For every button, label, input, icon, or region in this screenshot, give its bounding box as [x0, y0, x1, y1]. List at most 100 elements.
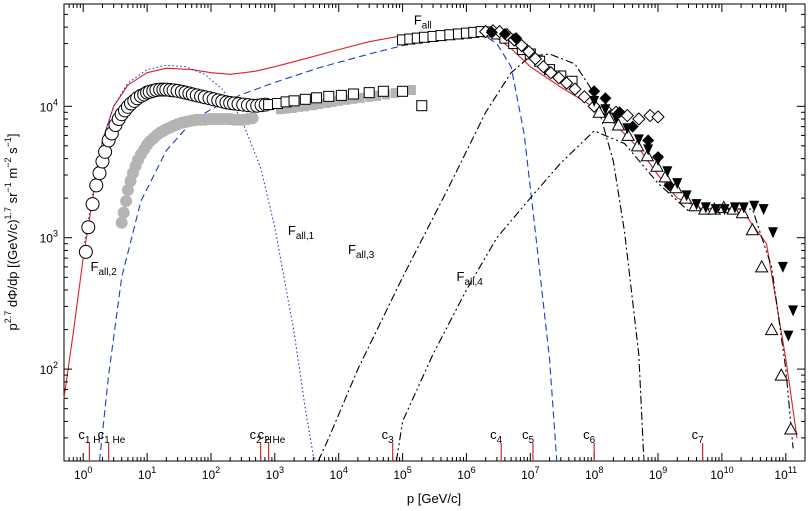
- gray-squares-point: [275, 104, 284, 115]
- label-f-all-4: Fall,4: [457, 269, 484, 288]
- cutoff-label: c2 He: [258, 427, 286, 446]
- filled-down-triangles-point: [788, 305, 799, 317]
- open-squares-low-point: [335, 89, 347, 101]
- open-diamonds-point: [544, 66, 558, 80]
- plot-frame: [63, 3, 806, 462]
- y-axis-label: p2.7 dΦ/dp [(GeV/c)1.7 sr−1 m−2 s−1]: [3, 133, 20, 330]
- filled-down-triangles-point: [611, 112, 622, 124]
- filled-diamonds-point: [510, 32, 523, 45]
- filled-down-triangles-point: [719, 204, 730, 216]
- open-diamonds-point: [577, 90, 591, 104]
- filled-gray-circles-point: [117, 206, 130, 219]
- cutoff-label: c5: [522, 427, 535, 446]
- filled-diamonds-point: [642, 134, 655, 147]
- x-tick-label: 1010: [710, 465, 733, 482]
- model-curve-f-all-2: [98, 34, 558, 462]
- open-circles-point: [92, 166, 107, 181]
- label-f-all-2: Fall,2: [91, 259, 118, 278]
- filled-down-triangles-point: [672, 178, 683, 190]
- open-squares-low-point: [323, 90, 335, 102]
- open-diamonds-point: [552, 70, 566, 85]
- x-tick-label: 100: [74, 465, 92, 482]
- open-diamonds-point: [514, 38, 529, 53]
- cutoff-label: c2 H: [250, 427, 272, 446]
- label-f-all-1: Fall,1: [288, 223, 315, 242]
- x-tick-label: 105: [393, 465, 411, 482]
- open-circles-point: [89, 178, 104, 193]
- open-squares-low-point: [299, 93, 311, 105]
- open-diamonds-point: [536, 60, 551, 74]
- open-triangles-point: [754, 259, 769, 273]
- x-tick-label: 108: [585, 465, 603, 482]
- open-squares-low-point: [288, 95, 300, 107]
- filled-diamonds-point: [485, 26, 498, 39]
- gray-squares-point: [322, 97, 331, 108]
- open-triangles-point: [668, 180, 683, 194]
- filled-gray-circles-point: [246, 112, 259, 125]
- open-squares-low-point: [363, 87, 375, 99]
- gray-squares-point: [315, 99, 324, 110]
- filled-down-triangles-point: [710, 204, 721, 216]
- filled-down-triangles-point: [681, 190, 692, 202]
- open-triangles-point: [592, 105, 607, 118]
- open-triangles-point: [764, 322, 779, 336]
- x-tick-label: 107: [521, 465, 539, 482]
- y-tick-label: 103: [40, 229, 58, 246]
- cutoff-label: c7: [692, 427, 705, 446]
- open-triangles-point: [650, 159, 664, 172]
- gray-squares-point: [407, 84, 416, 95]
- open-squares-low-point: [311, 92, 323, 104]
- filled-gray-circles-point: [115, 216, 128, 229]
- open-triangles-point: [602, 110, 616, 124]
- cutoff-label: c1 He: [98, 427, 126, 446]
- open-squares-low-point: [377, 85, 389, 97]
- filled-gray-circles-point: [121, 184, 134, 197]
- x-tick-label: 102: [202, 465, 220, 482]
- cutoff-markers: c1 Hc1 He c2 Hc2 He c3 c4 c5 c6 c7: [78, 427, 704, 461]
- x-tick-label: 103: [266, 465, 284, 482]
- x-axis-ticks: 100 101 102 103 104 105 106 107 108 109 1010 1011: [63, 4, 806, 482]
- open-diamonds-point: [632, 112, 646, 126]
- open-triangles-point: [640, 148, 655, 162]
- open-triangles-point: [630, 138, 645, 152]
- x-tick-label: 109: [649, 465, 667, 482]
- label-f-all-3: Fall,3: [348, 242, 375, 261]
- curve-annotations: Fall Fall,1 Fall,2 Fall,3 Fall,4: [91, 12, 484, 287]
- filled-diamonds-point: [498, 27, 511, 40]
- filled-down-triangles-point: [622, 123, 633, 135]
- open-diamonds-point: [528, 52, 543, 66]
- open-triangles-point: [658, 169, 673, 183]
- gray-squares-point: [390, 88, 399, 99]
- open-squares-low-point: [397, 85, 409, 97]
- filled-down-triangles-point: [691, 199, 702, 211]
- open-squares-low-point: [347, 88, 359, 100]
- filled-down-triangles-point: [758, 204, 769, 216]
- filled-down-triangles-point: [643, 144, 654, 156]
- filled-down-triangles-point: [783, 330, 794, 342]
- gray-squares-point: [282, 103, 291, 114]
- open-diamonds-point: [559, 76, 574, 90]
- open-triangles-point: [783, 422, 798, 435]
- filled-down-triangles-point: [700, 202, 711, 214]
- gray-squares-point: [301, 101, 310, 112]
- open-diamonds-point: [568, 82, 582, 96]
- filled-diamonds-point: [599, 92, 612, 105]
- open-diamonds-point: [522, 45, 536, 59]
- gray-squares-point: [356, 92, 365, 103]
- filled-down-triangles-point: [749, 200, 760, 212]
- open-triangles-point: [621, 128, 635, 141]
- filled-gray-circles-point: [120, 195, 133, 208]
- cutoff-label: c4: [490, 427, 503, 446]
- open-squares-low-point: [416, 100, 428, 112]
- gray-squares-point: [373, 90, 382, 101]
- filled-down-triangles-point: [767, 227, 778, 239]
- y-tick-label: 102: [40, 360, 58, 377]
- filled-diamonds-point: [588, 85, 601, 98]
- filled-down-triangles-point: [600, 104, 611, 116]
- gray-squares-point: [309, 100, 318, 111]
- open-circles-point: [78, 244, 93, 259]
- open-triangles-point: [611, 117, 626, 131]
- x-tick-label: 104: [330, 465, 348, 482]
- data-markers: [78, 24, 799, 435]
